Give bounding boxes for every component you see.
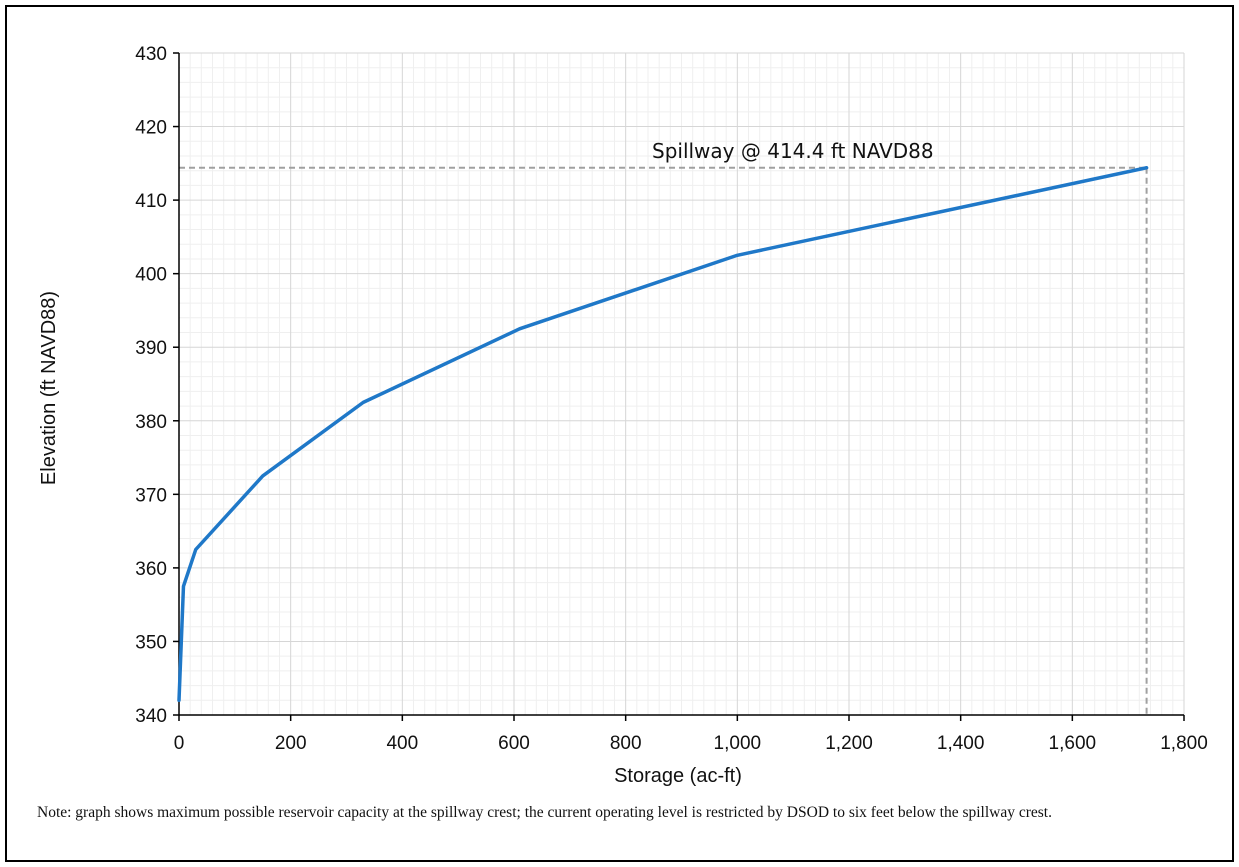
y-tick-label: 380 bbox=[135, 412, 167, 433]
spillway-reference-lines bbox=[179, 166, 1148, 715]
figure-note: Note: graph shows maximum possible reser… bbox=[37, 804, 1052, 821]
y-tick-label: 400 bbox=[135, 265, 167, 286]
x-tick-label: 1,600 bbox=[1049, 733, 1097, 754]
y-tick-label: 350 bbox=[135, 632, 167, 653]
y-tick-label: 410 bbox=[135, 191, 167, 212]
spillway-annotation: Spillway @ 414.4 ft NAVD88 bbox=[652, 139, 934, 163]
figure-frame bbox=[5, 5, 1234, 862]
y-tick-label: 370 bbox=[135, 485, 167, 506]
x-tick-label: 400 bbox=[386, 733, 418, 754]
x-tick-label: 1,200 bbox=[825, 733, 873, 754]
x-tick-label: 600 bbox=[498, 733, 530, 754]
series-layer bbox=[177, 165, 1149, 703]
elevation-storage-line bbox=[177, 165, 1149, 703]
x-axis-title: Storage (ac-ft) bbox=[614, 765, 742, 787]
axes bbox=[173, 52, 1185, 721]
tick-labels: 0 200 400 600 800 1,000 1,200 1,400 1,600 1,800 34… bbox=[135, 44, 1207, 754]
elevation-storage-chart: 0 200 400 600 800 1,000 1,200 1,400 1,600 1,800 34… bbox=[38, 44, 1208, 787]
y-tick-label: 340 bbox=[135, 706, 167, 727]
x-tick-label: 0 bbox=[174, 733, 185, 754]
x-tick-label: 1,800 bbox=[1160, 733, 1208, 754]
x-tick-label: 800 bbox=[610, 733, 642, 754]
y-tick-label: 430 bbox=[135, 44, 167, 65]
y-tick-label: 360 bbox=[135, 559, 167, 580]
y-tick-label: 420 bbox=[135, 118, 167, 139]
x-tick-label: 200 bbox=[275, 733, 307, 754]
y-tick-label: 390 bbox=[135, 338, 167, 359]
grid bbox=[179, 52, 1185, 715]
x-tick-label: 1,400 bbox=[937, 733, 985, 754]
x-tick-label: 1,000 bbox=[714, 733, 762, 754]
y-axis-title: Elevation (ft NAVD88) bbox=[38, 291, 60, 485]
